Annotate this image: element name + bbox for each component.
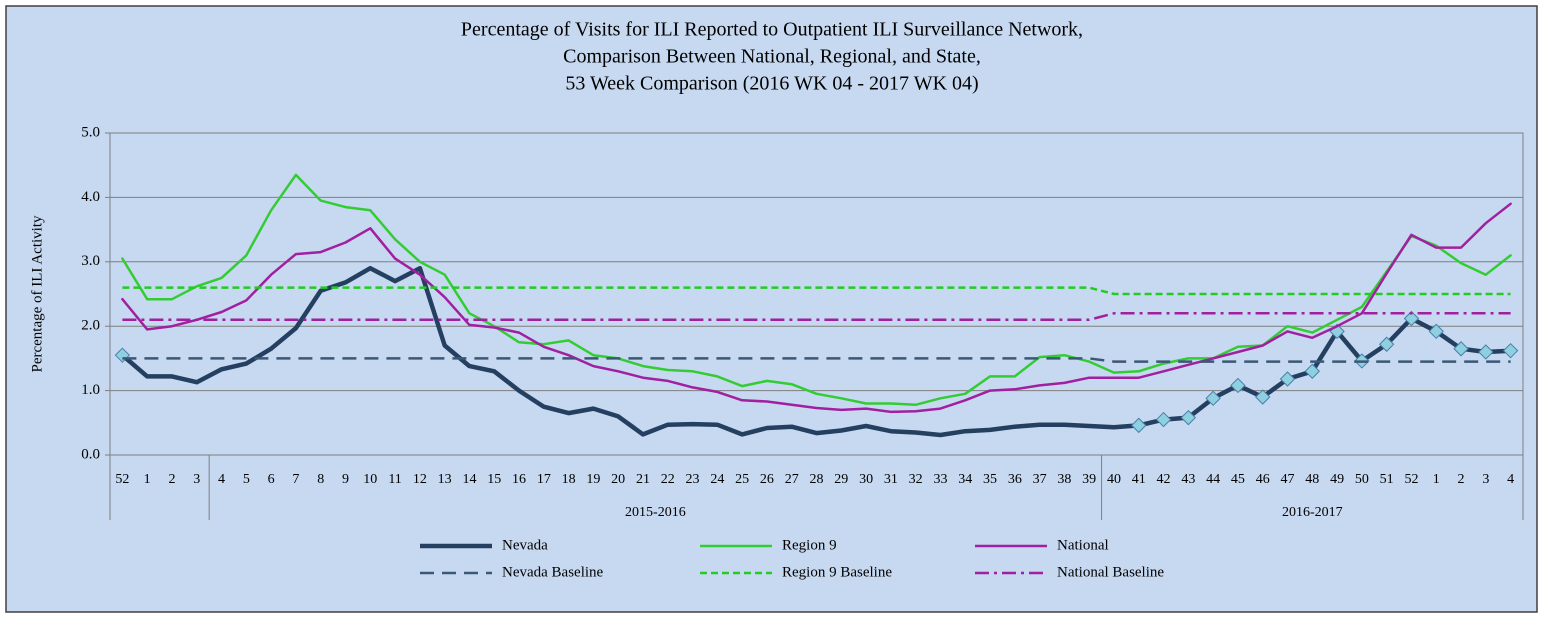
x-tick-label: 10 bbox=[363, 472, 377, 487]
x-tick-label: 40 bbox=[1107, 472, 1121, 487]
y-tick-label: 0.0 bbox=[81, 446, 100, 462]
x-tick-label: 1 bbox=[1433, 472, 1440, 487]
x-tick-label: 50 bbox=[1355, 472, 1369, 487]
data-point bbox=[1230, 377, 1246, 394]
x-tick-label: 49 bbox=[1330, 472, 1344, 487]
x-tick-label: 45 bbox=[1231, 472, 1245, 487]
series-line bbox=[122, 312, 1511, 322]
x-tick-label: 14 bbox=[462, 472, 476, 487]
data-point bbox=[1255, 389, 1271, 405]
x-tick-label: 12 bbox=[413, 472, 427, 487]
x-tick-label: 27 bbox=[785, 472, 799, 487]
data-point bbox=[1205, 390, 1221, 407]
x-tick-label: 29 bbox=[834, 472, 848, 487]
series-line bbox=[120, 265, 1513, 438]
group-label: 2016-2017 bbox=[1282, 505, 1343, 520]
x-tick-label: 26 bbox=[760, 472, 774, 487]
x-tick-label: 30 bbox=[859, 472, 873, 487]
x-tick-label: 33 bbox=[933, 472, 947, 487]
plot-area bbox=[109, 132, 1524, 456]
data-point bbox=[1155, 411, 1172, 428]
y-axis-label: Percentage of ILI Activity bbox=[29, 215, 45, 373]
x-tick-label: 42 bbox=[1157, 472, 1171, 487]
data-point bbox=[1180, 409, 1197, 426]
x-tick-label: 28 bbox=[810, 472, 824, 487]
x-tick-label: 4 bbox=[218, 472, 225, 487]
x-tick-label: 2 bbox=[1458, 472, 1465, 487]
x-tick-label: 46 bbox=[1256, 472, 1270, 487]
x-tick-label: 9 bbox=[342, 472, 349, 487]
x-tick-label: 23 bbox=[686, 472, 700, 487]
x-tick-label: 5 bbox=[243, 472, 250, 487]
x-tick-label: 7 bbox=[292, 472, 299, 487]
x-tick-label: 35 bbox=[983, 472, 997, 487]
x-tick-label: 41 bbox=[1132, 472, 1146, 487]
x-tick-label: 51 bbox=[1380, 472, 1394, 487]
series-line bbox=[121, 202, 1512, 414]
data-point bbox=[1403, 310, 1420, 327]
x-tick-label: 24 bbox=[710, 472, 724, 487]
data-point bbox=[1428, 323, 1444, 340]
x-tick-label: 4 bbox=[1507, 472, 1514, 487]
x-tick-label: 15 bbox=[487, 472, 501, 487]
data-point bbox=[1131, 417, 1147, 434]
x-tick-label: 13 bbox=[438, 472, 452, 487]
group-label: 2015-2016 bbox=[625, 505, 686, 520]
x-tick-label: 2 bbox=[168, 472, 175, 487]
x-tick-label: 8 bbox=[317, 472, 324, 487]
x-tick-label: 47 bbox=[1281, 472, 1295, 487]
x-tick-label: 6 bbox=[268, 472, 275, 487]
x-tick-label: 43 bbox=[1181, 472, 1195, 487]
x-tick-label: 52 bbox=[1404, 472, 1418, 487]
x-tick-label: 48 bbox=[1305, 472, 1319, 487]
x-tick-label: 20 bbox=[611, 472, 625, 487]
y-tick-label: 1.0 bbox=[81, 382, 100, 398]
legend-label: National Baseline bbox=[1057, 564, 1164, 580]
x-tick-label: 37 bbox=[1033, 472, 1047, 487]
x-tick-label: 38 bbox=[1057, 472, 1071, 487]
series-line bbox=[121, 173, 1512, 407]
x-tick-label: 16 bbox=[512, 472, 526, 487]
legend-label: Region 9 bbox=[782, 537, 837, 553]
data-point bbox=[1453, 341, 1469, 357]
x-tick-label: 52 bbox=[115, 472, 129, 487]
y-tick-label: 2.0 bbox=[81, 318, 100, 334]
data-point bbox=[1279, 371, 1296, 387]
legend-label: National bbox=[1057, 537, 1109, 553]
legend-label: Region 9 Baseline bbox=[782, 564, 892, 580]
x-tick-label: 3 bbox=[193, 472, 200, 487]
x-tick-label: 25 bbox=[735, 472, 749, 487]
x-tick-label: 3 bbox=[1482, 472, 1489, 487]
series-line bbox=[122, 357, 1511, 363]
y-tick-label: 5.0 bbox=[81, 124, 100, 140]
x-tick-label: 39 bbox=[1082, 472, 1096, 487]
x-tick-label: 31 bbox=[884, 472, 898, 487]
data-point bbox=[1304, 363, 1320, 379]
x-tick-label: 19 bbox=[586, 472, 600, 487]
data-point bbox=[114, 347, 131, 363]
x-tick-label: 22 bbox=[661, 472, 675, 487]
x-tick-label: 17 bbox=[537, 472, 551, 487]
x-tick-label: 1 bbox=[144, 472, 151, 487]
x-tick-label: 18 bbox=[562, 472, 576, 487]
x-tick-label: 36 bbox=[1008, 472, 1022, 487]
legend-label: Nevada bbox=[502, 537, 548, 553]
x-tick-label: 21 bbox=[636, 472, 650, 487]
chart-title: Comparison Between National, Regional, a… bbox=[563, 46, 981, 68]
legend-label: Nevada Baseline bbox=[502, 564, 604, 580]
x-tick-label: 32 bbox=[909, 472, 923, 487]
y-tick-label: 4.0 bbox=[81, 189, 100, 205]
x-tick-label: 34 bbox=[958, 472, 972, 487]
x-tick-label: 11 bbox=[388, 472, 401, 487]
series-line bbox=[122, 286, 1511, 296]
data-point bbox=[1478, 344, 1494, 360]
chart-title: 53 Week Comparison (2016 WK 04 - 2017 WK… bbox=[565, 73, 978, 95]
data-point bbox=[1502, 342, 1519, 359]
y-tick-label: 3.0 bbox=[81, 253, 100, 269]
x-tick-label: 44 bbox=[1206, 472, 1220, 487]
chart-title: Percentage of Visits for ILI Reported to… bbox=[461, 19, 1083, 41]
data-point bbox=[1378, 336, 1395, 352]
